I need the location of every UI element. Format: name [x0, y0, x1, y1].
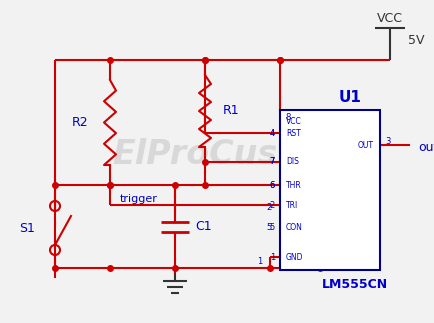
Text: 5: 5 [270, 224, 275, 233]
Text: 8: 8 [285, 113, 290, 122]
Text: S1: S1 [19, 222, 35, 234]
Text: DIS: DIS [286, 158, 299, 166]
Bar [280, 110, 380, 270]
Text: 5: 5 [267, 224, 272, 233]
Text: 6: 6 [270, 181, 275, 190]
Text: CON: CON [286, 224, 303, 233]
Text: C1: C1 [195, 220, 212, 233]
Text: C2: C2 [338, 239, 353, 249]
Text: VCC: VCC [286, 118, 302, 127]
Text: VCC: VCC [377, 12, 403, 25]
Text: 7: 7 [270, 158, 275, 166]
Text: 3: 3 [385, 137, 390, 145]
Text: trigger: trigger [120, 194, 158, 204]
Text: THR: THR [286, 181, 302, 190]
Text: 4: 4 [270, 129, 275, 138]
Text: 0.01μF: 0.01μF [338, 251, 374, 261]
Text: RST: RST [286, 129, 301, 138]
Text: 5V: 5V [408, 34, 424, 47]
Text: output: output [418, 141, 434, 153]
Text: R2: R2 [72, 116, 88, 129]
Text: 2: 2 [267, 203, 272, 212]
Text: R1: R1 [223, 105, 240, 118]
Text: OUT: OUT [358, 141, 374, 150]
Text: ElProCus: ElProCus [112, 139, 278, 172]
Text: 6: 6 [270, 181, 275, 190]
Text: 7: 7 [270, 158, 275, 166]
Text: GND: GND [286, 253, 303, 262]
Text: LM555CN: LM555CN [322, 277, 388, 290]
Text: 2: 2 [270, 201, 275, 210]
Text: 1: 1 [270, 253, 275, 262]
Text: U1: U1 [339, 90, 362, 106]
Text: 1: 1 [257, 256, 262, 266]
Text: 4: 4 [270, 129, 275, 138]
Text: TRI: TRI [286, 201, 298, 210]
